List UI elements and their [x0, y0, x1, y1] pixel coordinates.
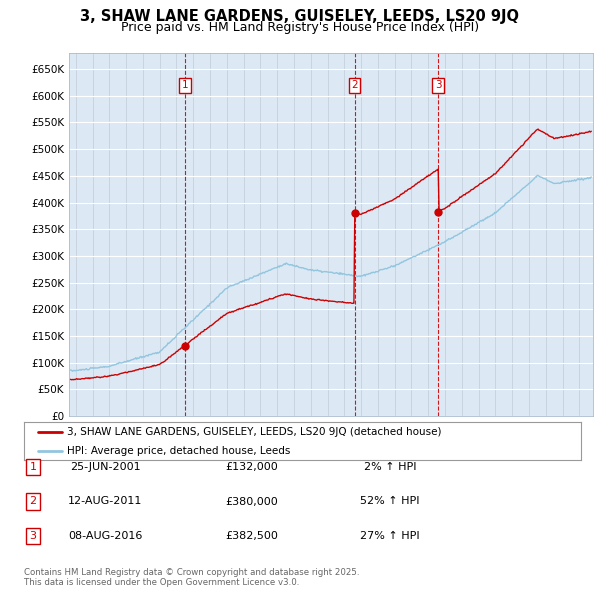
Text: 08-AUG-2016: 08-AUG-2016 [68, 531, 142, 540]
Text: 2: 2 [351, 80, 358, 90]
Text: 27% ↑ HPI: 27% ↑ HPI [360, 531, 420, 540]
Text: 3: 3 [29, 531, 37, 540]
Text: Price paid vs. HM Land Registry's House Price Index (HPI): Price paid vs. HM Land Registry's House … [121, 21, 479, 34]
Text: £380,000: £380,000 [226, 497, 278, 506]
Text: 1: 1 [181, 80, 188, 90]
Text: £132,000: £132,000 [226, 463, 278, 472]
Text: 3: 3 [435, 80, 442, 90]
Text: 2: 2 [29, 497, 37, 506]
Text: 3, SHAW LANE GARDENS, GUISELEY, LEEDS, LS20 9JQ (detached house): 3, SHAW LANE GARDENS, GUISELEY, LEEDS, L… [67, 427, 442, 437]
Text: Contains HM Land Registry data © Crown copyright and database right 2025.
This d: Contains HM Land Registry data © Crown c… [24, 568, 359, 587]
Text: HPI: Average price, detached house, Leeds: HPI: Average price, detached house, Leed… [67, 445, 291, 455]
Text: 1: 1 [29, 463, 37, 472]
Text: 3, SHAW LANE GARDENS, GUISELEY, LEEDS, LS20 9JQ: 3, SHAW LANE GARDENS, GUISELEY, LEEDS, L… [80, 9, 520, 24]
Text: 25-JUN-2001: 25-JUN-2001 [70, 463, 140, 472]
Text: 12-AUG-2011: 12-AUG-2011 [68, 497, 142, 506]
Text: £382,500: £382,500 [226, 531, 278, 540]
Text: 52% ↑ HPI: 52% ↑ HPI [360, 497, 420, 506]
Text: 2% ↑ HPI: 2% ↑ HPI [364, 463, 416, 472]
